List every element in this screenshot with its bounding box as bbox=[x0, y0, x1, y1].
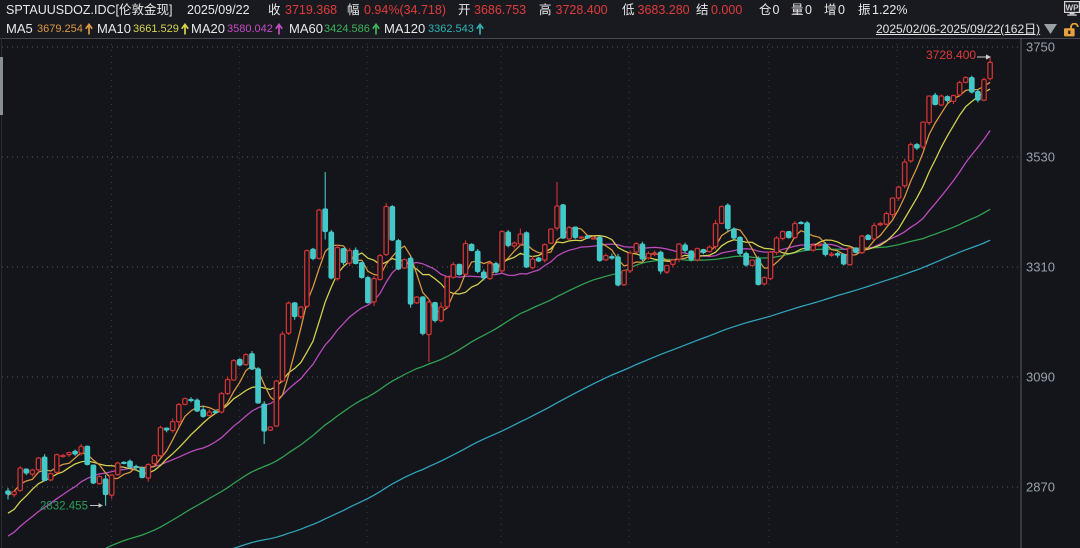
svg-text:2832.455: 2832.455 bbox=[40, 501, 88, 513]
svg-text:WP: WP bbox=[1066, 4, 1080, 13]
svg-text:3530: 3530 bbox=[1026, 150, 1055, 165]
svg-text:3090: 3090 bbox=[1026, 370, 1055, 385]
svg-text:2870: 2870 bbox=[1026, 480, 1055, 495]
svg-text:3310: 3310 bbox=[1026, 260, 1055, 275]
svg-text:3750: 3750 bbox=[1026, 40, 1055, 55]
svg-text:3728.400: 3728.400 bbox=[926, 48, 976, 62]
